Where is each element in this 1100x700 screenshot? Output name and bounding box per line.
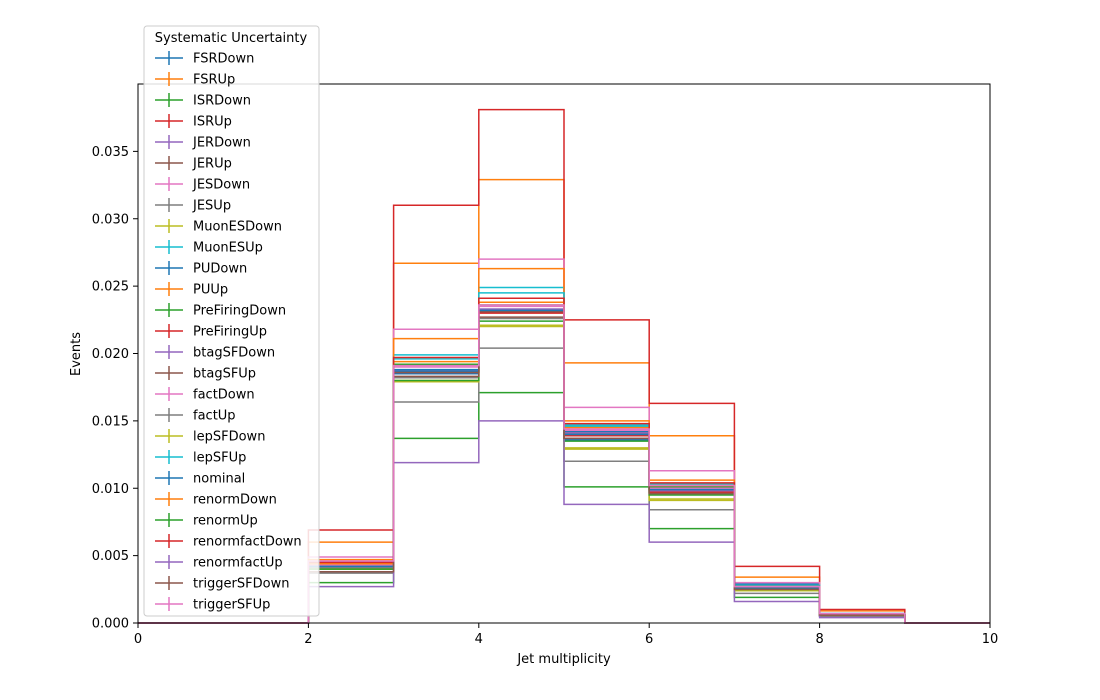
legend-label-MuonESDown: MuonESDown (193, 220, 282, 235)
legend-item-nominal: nominal (155, 471, 245, 487)
legend-label-ISRUp: ISRUp (193, 115, 232, 130)
legend-label-renormDown: renormDown (193, 493, 277, 508)
legend-item-ISRDown: ISRDown (155, 93, 251, 109)
y-tick-label: 0.005 (92, 549, 129, 564)
legend-item-PreFiringDown: PreFiringDown (155, 303, 286, 319)
legend-label-factDown: factDown (193, 388, 255, 403)
legend-label-JERUp: JERUp (192, 157, 232, 172)
legend-box (143, 25, 320, 617)
legend-label-renormfactDown: renormfactDown (193, 535, 302, 550)
legend-label-PUUp: PUUp (193, 283, 228, 298)
x-tick-label: 0 (134, 632, 142, 647)
legend-label-PreFiringDown: PreFiringDown (193, 304, 286, 319)
legend-item-triggerSFUp: triggerSFUp (155, 597, 270, 613)
legend-item-MuonESUp: MuonESUp (155, 240, 263, 256)
legend-item-JERUp: JERUp (155, 156, 232, 172)
legend-label-renormUp: renormUp (193, 514, 258, 529)
y-tick-label: 0.025 (92, 280, 129, 295)
legend-label-btagSFUp: btagSFUp (193, 367, 256, 382)
legend-item-triggerSFDown: triggerSFDown (155, 576, 289, 592)
legend-label-JESDown: JESDown (192, 178, 250, 193)
x-tick-label: 8 (815, 632, 823, 647)
x-tick-label: 10 (982, 632, 999, 647)
x-tick-label: 6 (645, 632, 653, 647)
x-axis-ticks: 0 2 4 6 8 10 (134, 623, 998, 647)
legend-label-FSRUp: FSRUp (193, 73, 235, 88)
legend-label-PreFiringUp: PreFiringUp (193, 325, 267, 340)
legend-item-PUUp: PUUp (155, 282, 228, 298)
legend-label-triggerSFUp: triggerSFUp (193, 598, 270, 613)
legend-label-lepSFUp: lepSFUp (193, 451, 246, 466)
y-tick-label: 0.000 (92, 617, 129, 632)
legend-label-ISRDown: ISRDown (193, 94, 251, 109)
legend-item-MuonESDown: MuonESDown (155, 219, 282, 235)
x-tick-label: 4 (475, 632, 483, 647)
legend-item-lepSFUp: lepSFUp (155, 450, 246, 466)
legend-item-btagSFUp: btagSFUp (155, 366, 256, 382)
y-tick-label: 0.030 (92, 212, 129, 227)
legend-label-triggerSFDown: triggerSFDown (193, 577, 289, 592)
legend-label-JERDown: JERDown (192, 136, 251, 151)
legend-item-renormfactUp: renormfactUp (155, 555, 283, 571)
y-tick-label: 0.015 (92, 414, 129, 429)
legend-item-ISRUp: ISRUp (155, 114, 232, 130)
y-tick-label: 0.020 (92, 347, 129, 362)
legend: Systematic Uncertainty FSRDown FSRUp ISRDo… (143, 25, 320, 617)
legend-item-lepSFDown: lepSFDown (155, 429, 265, 445)
legend-item-factUp: factUp (155, 408, 236, 424)
legend-item-PUDown: PUDown (155, 261, 247, 277)
legend-item-renormDown: renormDown (155, 492, 277, 508)
y-axis-ticks: 0.000 0.005 0.010 0.015 0.020 0.025 0.030 0.035 (92, 145, 138, 632)
legend-item-renormfactDown: renormfactDown (155, 534, 302, 550)
x-axis-label: Jet multiplicity (516, 652, 611, 667)
legend-label-MuonESUp: MuonESUp (193, 241, 263, 256)
legend-item-renormUp: renormUp (155, 513, 258, 529)
legend-label-renormfactUp: renormfactUp (193, 556, 283, 571)
y-axis-label: Events (69, 332, 84, 376)
legend-item-JESDown: JESDown (155, 177, 250, 193)
legend-label-PUDown: PUDown (193, 262, 247, 277)
legend-item-FSRUp: FSRUp (155, 72, 235, 88)
legend-item-JESUp: JESUp (155, 198, 231, 214)
legend-items: FSRDown FSRUp ISRDown ISRUp JERDown JERUp JESD… (155, 51, 302, 613)
legend-item-btagSFDown: btagSFDown (155, 345, 275, 361)
y-tick-label: 0.010 (92, 482, 129, 497)
legend-item-FSRDown: FSRDown (155, 51, 254, 67)
legend-label-FSRDown: FSRDown (193, 52, 254, 67)
legend-item-PreFiringUp: PreFiringUp (155, 324, 267, 340)
legend-title: Systematic Uncertainty (155, 31, 308, 46)
legend-label-JESUp: JESUp (192, 199, 231, 214)
legend-label-nominal: nominal (193, 472, 245, 487)
y-tick-label: 0.035 (92, 145, 129, 160)
legend-label-lepSFDown: lepSFDown (193, 430, 265, 445)
x-tick-label: 2 (304, 632, 312, 647)
legend-item-JERDown: JERDown (155, 135, 251, 151)
legend-item-factDown: factDown (155, 387, 255, 403)
legend-label-factUp: factUp (193, 409, 236, 424)
legend-label-btagSFDown: btagSFDown (193, 346, 275, 361)
